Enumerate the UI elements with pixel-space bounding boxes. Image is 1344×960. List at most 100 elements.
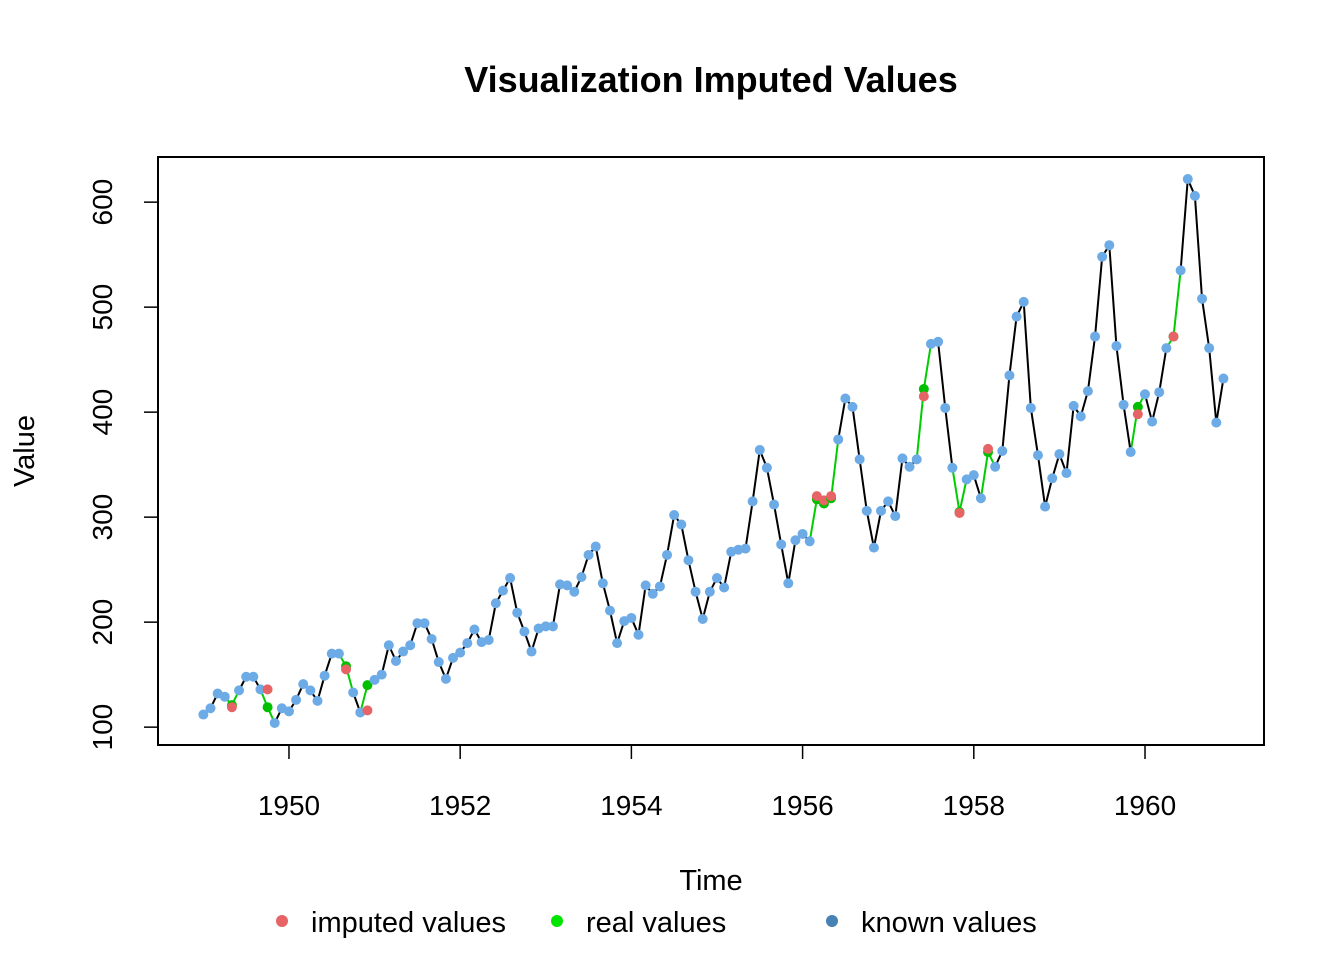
legend-marker-imputed-values	[276, 915, 288, 927]
known-value-point	[683, 555, 694, 566]
known-values-line-segment	[872, 510, 883, 548]
legend-marker-known-values	[826, 915, 838, 927]
known-value-point	[1154, 387, 1165, 398]
known-value-point	[904, 461, 915, 472]
known-value-point	[198, 709, 209, 720]
known-value-point	[1090, 331, 1101, 342]
series-lines	[202, 178, 1225, 724]
known-value-point	[975, 493, 986, 504]
known-value-point	[433, 657, 444, 668]
real-value-point	[918, 384, 929, 395]
known-value-point	[697, 614, 708, 624]
known-value-point	[612, 638, 623, 649]
imputed-value-point	[826, 491, 837, 502]
known-value-point	[448, 652, 459, 663]
known-value-point	[626, 612, 637, 623]
x-tick-label: 1958	[943, 790, 1005, 821]
known-value-point	[640, 580, 651, 591]
known-value-point	[1118, 399, 1129, 410]
known-value-point	[1054, 449, 1065, 460]
known-value-point	[583, 549, 594, 560]
known-value-point	[861, 505, 872, 516]
known-value-point	[490, 598, 501, 609]
x-tick-label: 1950	[258, 790, 320, 821]
known-value-point	[783, 578, 794, 589]
known-value-point	[462, 638, 473, 649]
known-value-point	[1139, 389, 1150, 400]
known-value-point	[654, 581, 665, 592]
y-tick-label: 500	[87, 284, 118, 331]
known-value-point	[1161, 343, 1172, 354]
known-value-point	[711, 573, 722, 584]
known-value-point	[933, 336, 944, 347]
known-value-point	[305, 685, 316, 696]
known-value-point	[1025, 402, 1036, 413]
known-values-line-segment	[773, 504, 783, 545]
known-value-point	[219, 691, 230, 702]
known-value-point	[569, 586, 580, 597]
known-value-point	[248, 671, 259, 682]
known-value-point	[576, 572, 587, 582]
y-axis: 100 200 300 400 500 600	[87, 179, 159, 751]
known-value-point	[319, 670, 330, 681]
known-value-point	[604, 605, 615, 616]
known-value-point	[283, 706, 294, 717]
known-value-point	[562, 580, 573, 591]
known-values-line-segment	[680, 524, 690, 561]
known-value-point	[547, 621, 558, 632]
known-value-point	[1204, 343, 1215, 354]
known-value-point	[348, 687, 359, 698]
known-value-point	[1068, 400, 1079, 411]
known-value-point	[1197, 293, 1208, 304]
known-value-point	[769, 499, 780, 510]
y-tick-label: 600	[87, 179, 118, 226]
known-values-line-segment	[1108, 245, 1118, 347]
known-values-line-segment	[1201, 298, 1211, 349]
known-value-point	[1104, 240, 1115, 251]
y-tick-label: 100	[87, 704, 118, 751]
real-values-line-segment	[979, 451, 990, 499]
known-value-point	[854, 454, 865, 465]
known-values-line-segment	[1215, 378, 1225, 423]
imputed-value-point	[1168, 331, 1179, 342]
known-value-point	[241, 671, 252, 682]
x-tick-label: 1954	[600, 790, 662, 821]
known-value-point	[1040, 501, 1051, 512]
known-value-point	[740, 543, 751, 554]
known-value-point	[747, 496, 758, 507]
known-value-point	[269, 717, 280, 728]
known-values-line-segment	[1022, 301, 1032, 409]
legend-label-real-values: real values	[586, 907, 726, 939]
data-points	[198, 174, 1229, 728]
known-value-point	[761, 462, 772, 473]
known-values-line-segment	[744, 501, 754, 549]
known-value-point	[633, 629, 644, 640]
known-value-point	[383, 640, 394, 651]
known-value-point	[1082, 386, 1093, 397]
known-values-line-segment	[1208, 348, 1218, 423]
known-values-line-segment	[837, 398, 847, 440]
known-value-point	[419, 618, 430, 629]
known-values-line-segment	[1029, 407, 1039, 456]
known-values-line-segment	[687, 559, 697, 592]
known-values-line-segment	[1086, 336, 1097, 392]
known-values-line-segment	[1065, 405, 1075, 474]
known-value-point	[1175, 265, 1186, 276]
known-values-line-segment	[1193, 195, 1204, 299]
known-values-line-segment	[944, 407, 954, 468]
known-value-point	[455, 647, 466, 658]
known-values-line-segment	[1008, 316, 1018, 376]
y-axis-label: Value	[9, 415, 41, 487]
known-value-point	[704, 586, 715, 597]
known-value-point	[540, 621, 551, 632]
imputed-value-point	[918, 391, 929, 402]
known-value-point	[847, 401, 858, 412]
plot-frame	[157, 156, 1265, 746]
known-values-line-segment	[594, 546, 604, 584]
known-value-point	[1004, 370, 1015, 381]
known-values-line-segment	[765, 467, 776, 505]
known-values-line-segment	[509, 577, 519, 613]
known-values-line-segment	[1036, 455, 1047, 507]
x-tick-label: 1956	[771, 790, 833, 821]
known-value-point	[1097, 251, 1108, 262]
